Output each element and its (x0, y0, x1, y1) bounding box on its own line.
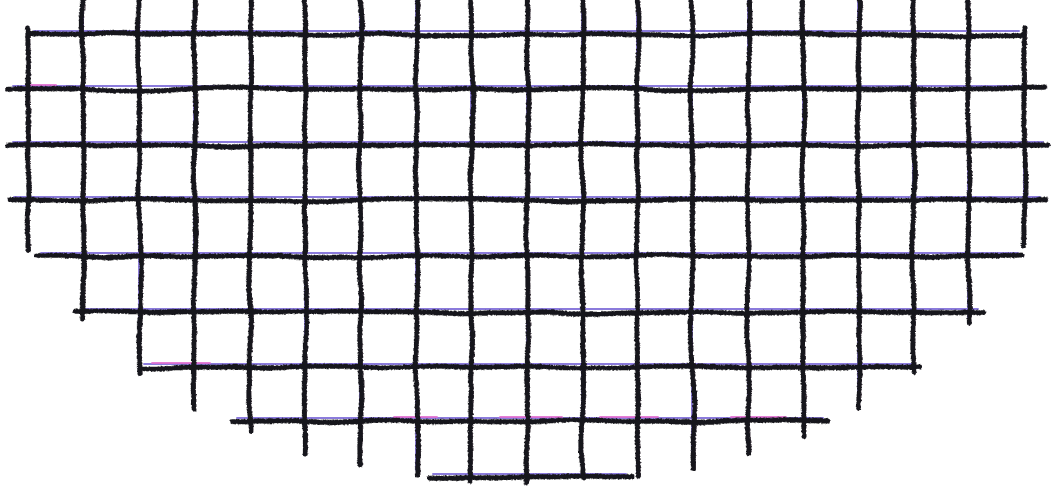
sketch-stroke-layer (5, 0, 1051, 486)
